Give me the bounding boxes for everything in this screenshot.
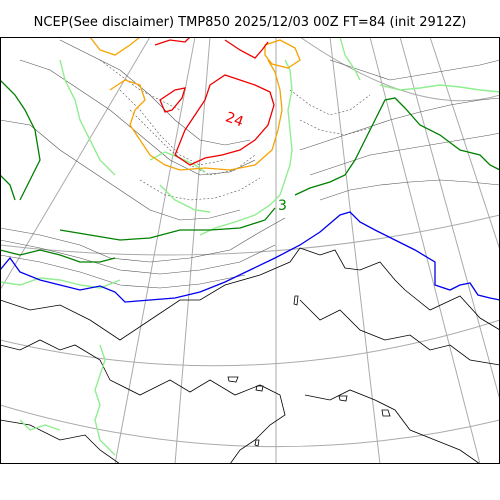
coastline-east [299,299,500,366]
meridian-8 [429,37,500,251]
graticule [0,37,500,464]
island-3 [338,395,348,402]
chart-title: NCEP(See disclaimer) TMP850 2025/12/03 0… [33,15,467,30]
meridian-3 [174,37,211,464]
meridian-2 [114,37,196,464]
label-east-green: 3 [278,198,287,214]
parallel-1 [0,214,500,256]
isotherm-orange [89,37,301,171]
island-5 [293,295,299,306]
meridian-7 [399,37,500,401]
isotherm-green [0,79,500,263]
coastline-south-1 [0,339,286,464]
map-panel: 24 3 [0,37,500,464]
island-4 [381,409,391,417]
parallel-2 [0,319,500,367]
map-svg: 24 3 [0,37,500,464]
coastlines [0,247,500,464]
isotherm-blue [0,211,500,303]
thin-isotherms [0,39,500,289]
parallel-3 [0,404,500,448]
island-2 [255,385,264,392]
meridian-5 [329,37,381,464]
dotted-isotherms [99,59,371,201]
isotherm-lightgreen [0,37,500,456]
isotherm-red [154,37,275,166]
meridian-6 [369,37,481,464]
island-6 [254,439,260,447]
parallel-4 [299,37,500,102]
coastline-main [0,247,500,341]
coastline-south-2 [304,389,481,464]
island-1 [227,376,239,383]
label-warm-core: 24 [223,109,245,130]
